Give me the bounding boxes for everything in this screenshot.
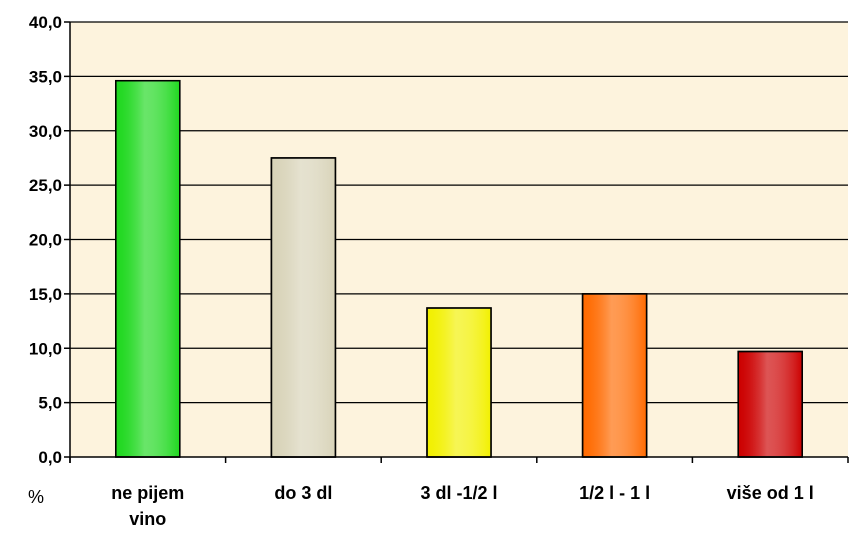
y-unit-label: % (28, 487, 44, 507)
bar (581, 293, 648, 458)
bars (115, 79, 803, 458)
y-tick-labels: 0,0 5,0 10,0 15,0 20,0 25,0 30,0 35,0 40,0 (29, 13, 62, 467)
bar (115, 79, 181, 458)
y-tick-label: 40,0 (29, 13, 62, 32)
bar (426, 307, 492, 458)
y-tick-label: 15,0 (29, 285, 62, 304)
bar-shading (270, 157, 337, 458)
x-tick-label: ne pijem vino (111, 483, 184, 529)
x-tick-label: 3 dl -1/2 l (420, 483, 497, 503)
x-tick-label: više od 1 l (727, 483, 814, 503)
x-tick-labels: ne pijem vino do 3 dl 3 dl -1/2 l 1/2 l - 1 … (111, 483, 813, 529)
y-tick-label: 10,0 (29, 339, 62, 358)
y-tick-label: 30,0 (29, 122, 62, 141)
y-tick-label: 20,0 (29, 231, 62, 250)
bar-shading (115, 79, 181, 458)
x-tick-label: 1/2 l - 1 l (579, 483, 650, 503)
y-tick-label: 5,0 (38, 394, 62, 413)
bar (270, 157, 337, 458)
bar-shading (426, 307, 492, 458)
bar (737, 350, 803, 458)
axes (64, 21, 849, 463)
bar-shading (737, 350, 803, 458)
y-tick-label: 25,0 (29, 176, 62, 195)
y-tick-label: 35,0 (29, 67, 62, 86)
y-tick-label: 0,0 (38, 448, 62, 467)
bar-shading (581, 293, 648, 458)
x-tick-label: do 3 dl (274, 483, 332, 503)
